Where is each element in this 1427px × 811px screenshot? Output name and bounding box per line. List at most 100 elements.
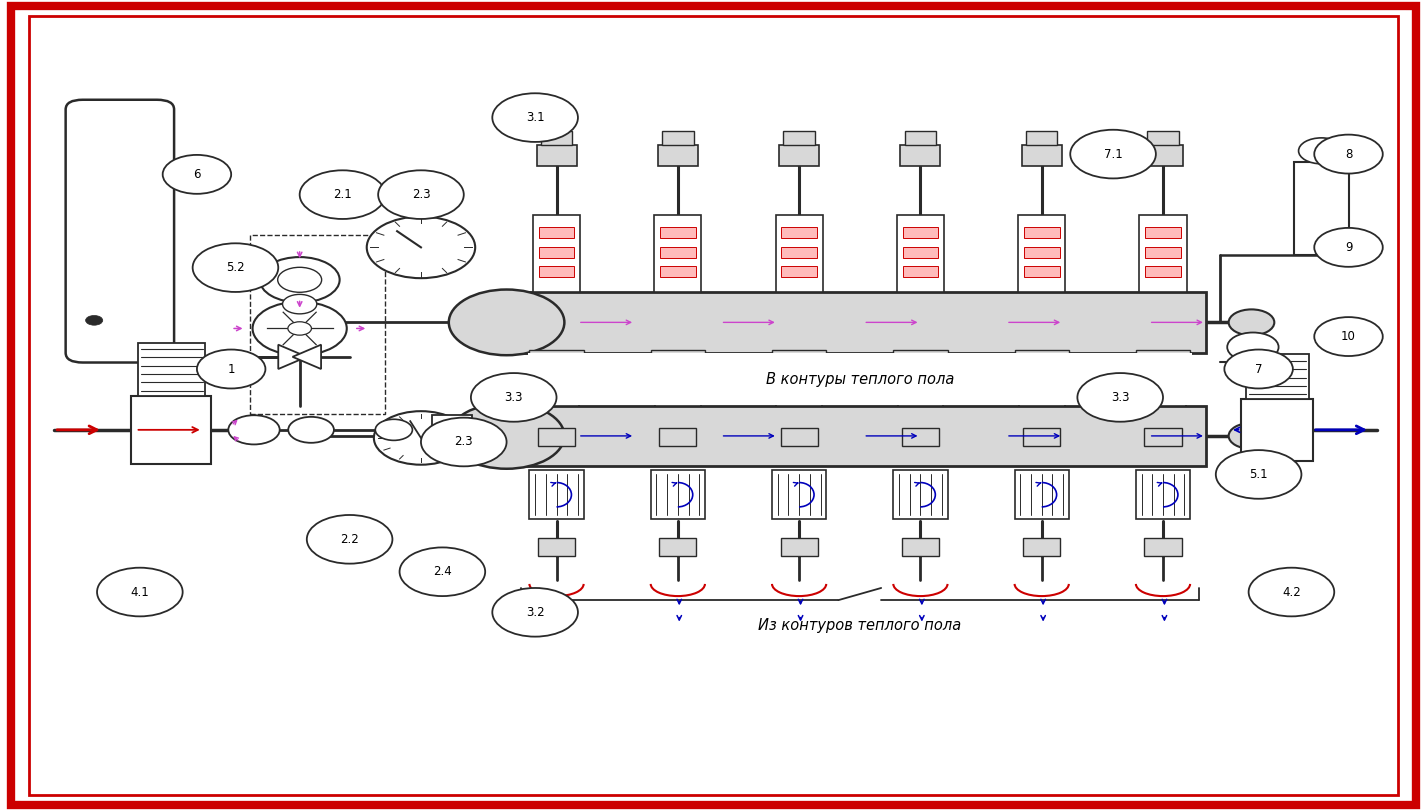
Bar	[1136, 470, 1190, 519]
Bar	[529, 350, 584, 361]
Text: 4.2: 4.2	[1281, 586, 1301, 599]
Bar	[529, 470, 584, 519]
Bar	[1022, 145, 1062, 166]
Circle shape	[228, 415, 280, 444]
Bar	[902, 428, 939, 446]
Circle shape	[1299, 138, 1344, 164]
Bar	[1023, 428, 1060, 446]
Circle shape	[1314, 135, 1383, 174]
Text: 2.3: 2.3	[411, 188, 431, 201]
Text: 5.2: 5.2	[225, 261, 245, 274]
Circle shape	[1227, 333, 1279, 362]
Bar	[659, 428, 696, 446]
Text: 6: 6	[193, 168, 201, 181]
Text: 2.4: 2.4	[432, 565, 452, 578]
Bar	[1294, 162, 1349, 255]
Circle shape	[1314, 228, 1383, 267]
Bar	[1144, 266, 1180, 277]
Text: 4.1: 4.1	[130, 586, 150, 599]
Circle shape	[471, 373, 557, 422]
Bar	[138, 343, 205, 396]
Bar	[1019, 357, 1065, 406]
Bar	[539, 247, 574, 258]
Circle shape	[1249, 568, 1334, 616]
Circle shape	[86, 315, 103, 325]
Bar	[651, 350, 705, 361]
Bar	[1144, 247, 1180, 258]
Bar	[1143, 145, 1183, 166]
Text: 5.1: 5.1	[1249, 468, 1269, 481]
Bar	[541, 131, 572, 145]
Circle shape	[421, 418, 507, 466]
Bar	[539, 266, 574, 277]
Text: 3.1: 3.1	[525, 111, 545, 124]
Bar	[893, 350, 948, 361]
Bar	[782, 247, 818, 258]
Bar	[893, 470, 948, 519]
Circle shape	[283, 294, 317, 314]
Bar	[902, 538, 939, 556]
Bar	[538, 538, 575, 556]
Bar	[131, 396, 211, 464]
Bar	[772, 350, 826, 361]
Circle shape	[1070, 130, 1156, 178]
Bar	[1246, 354, 1309, 399]
Bar	[783, 131, 815, 145]
Text: 10: 10	[1341, 330, 1356, 343]
Circle shape	[378, 170, 464, 219]
Text: 7: 7	[1254, 363, 1263, 375]
Text: 7.1: 7.1	[1103, 148, 1123, 161]
Bar	[658, 145, 698, 166]
Bar	[1015, 350, 1069, 361]
Bar	[659, 538, 696, 556]
Bar	[662, 131, 694, 145]
Bar	[1025, 266, 1059, 277]
Bar	[900, 145, 940, 166]
Circle shape	[307, 515, 392, 564]
Circle shape	[1229, 423, 1274, 449]
Circle shape	[193, 243, 278, 292]
Text: 1: 1	[227, 363, 235, 375]
Bar	[654, 215, 702, 292]
Text: В контуры теплого пола: В контуры теплого пола	[765, 371, 955, 387]
Circle shape	[253, 302, 347, 355]
Bar	[779, 145, 819, 166]
Bar	[1147, 131, 1179, 145]
Bar	[1136, 350, 1190, 361]
Bar	[1023, 538, 1060, 556]
Bar	[528, 354, 1192, 406]
Polygon shape	[462, 420, 497, 440]
Bar	[250, 235, 385, 414]
Bar	[905, 131, 936, 145]
Bar	[539, 227, 574, 238]
Bar	[537, 145, 577, 166]
Bar	[659, 266, 696, 277]
Text: 3.3: 3.3	[1112, 391, 1129, 404]
Bar	[534, 215, 579, 292]
Text: 9: 9	[1344, 241, 1353, 254]
Bar	[903, 247, 939, 258]
Bar	[898, 357, 943, 406]
Circle shape	[1229, 310, 1274, 336]
Text: 2.1: 2.1	[332, 188, 352, 201]
Bar	[432, 415, 472, 444]
Circle shape	[97, 568, 183, 616]
Bar	[776, 357, 822, 406]
Circle shape	[278, 268, 321, 292]
Text: 8: 8	[1344, 148, 1353, 161]
Circle shape	[448, 290, 565, 355]
Circle shape	[300, 170, 385, 219]
Circle shape	[492, 93, 578, 142]
Bar	[1139, 215, 1187, 292]
Bar	[1241, 399, 1313, 461]
Bar	[781, 538, 818, 556]
Bar	[1026, 131, 1057, 145]
Bar	[1015, 470, 1069, 519]
Circle shape	[400, 547, 485, 596]
Bar	[903, 266, 939, 277]
FancyBboxPatch shape	[66, 100, 174, 363]
Bar	[776, 215, 823, 292]
Bar	[659, 227, 696, 238]
Circle shape	[448, 403, 565, 469]
Circle shape	[350, 187, 378, 203]
